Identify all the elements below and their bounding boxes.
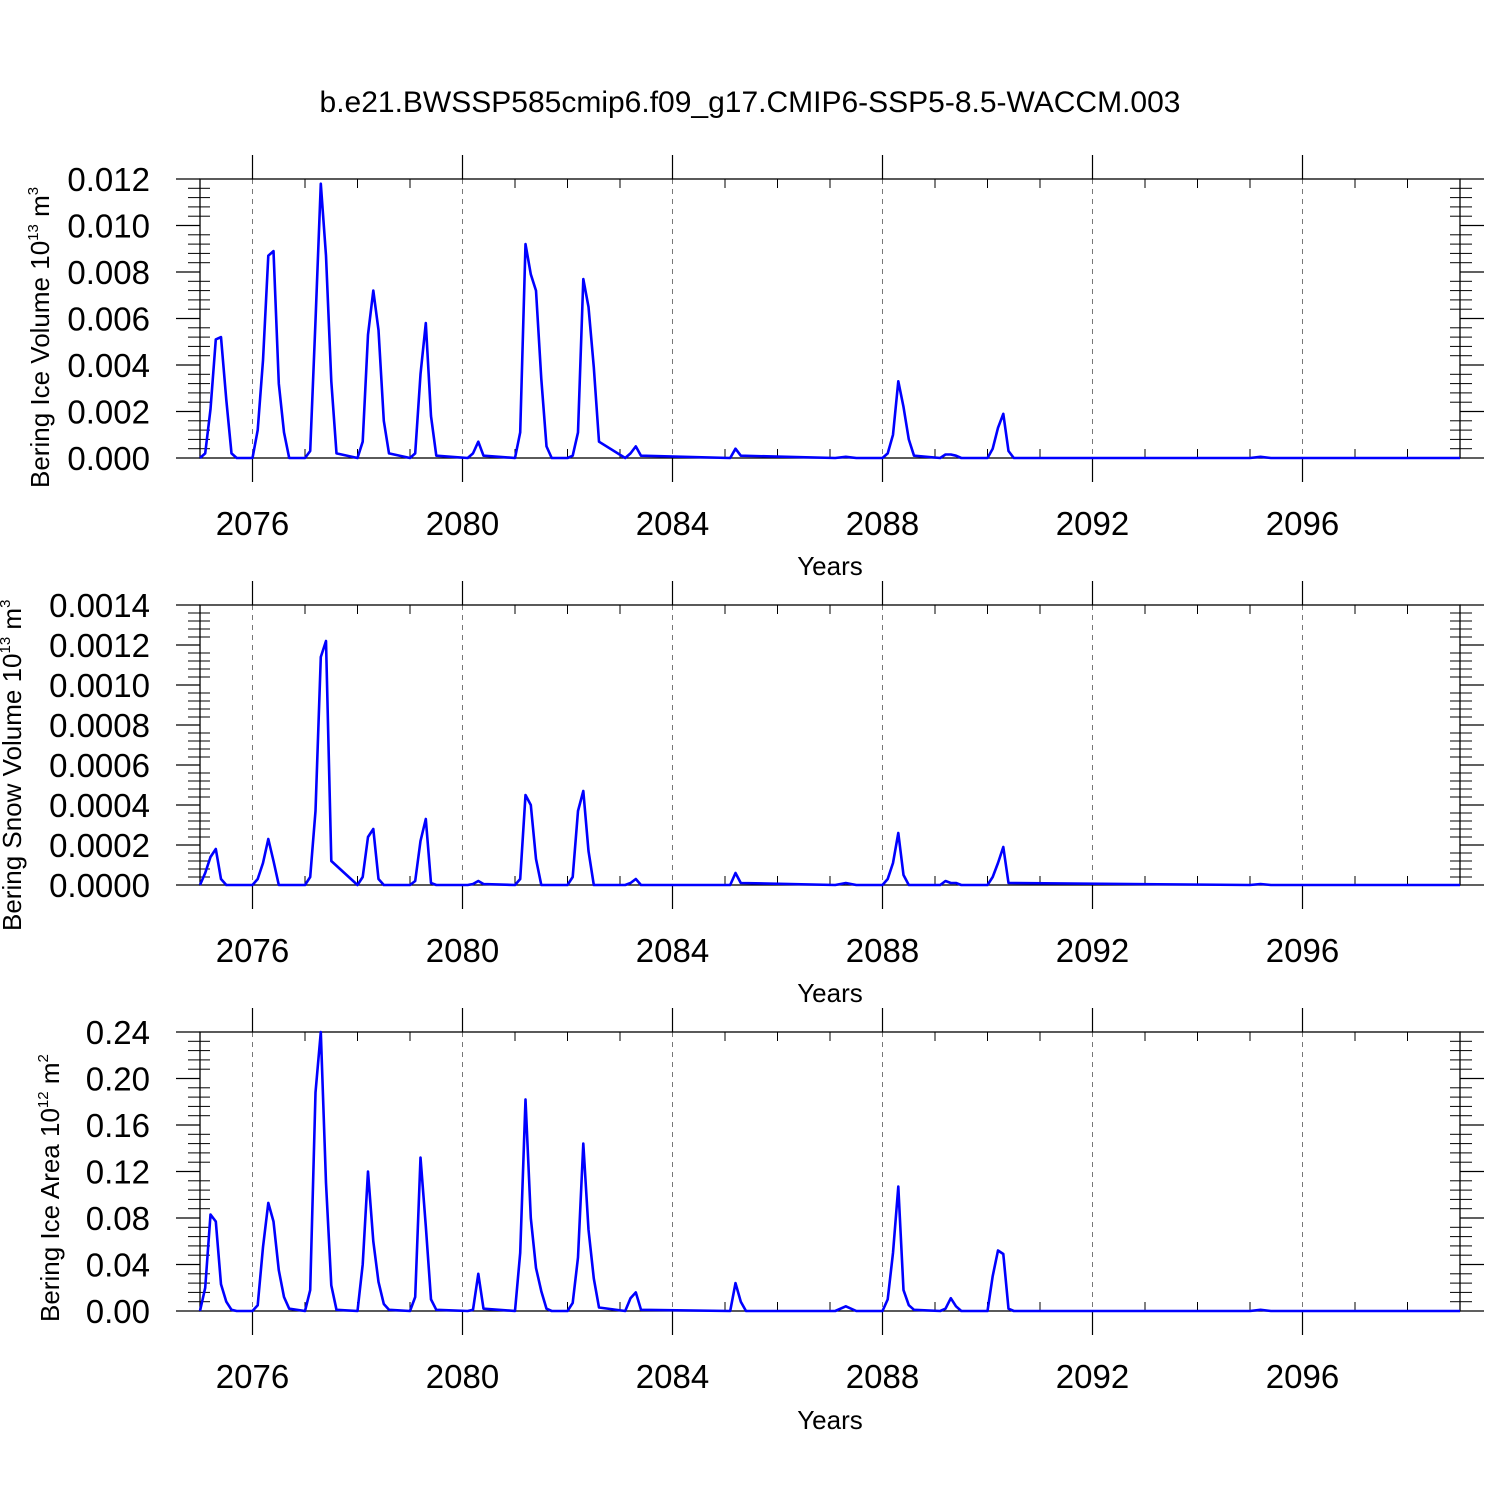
chart-title: b.e21.BWSSP585cmip6.f09_g17.CMIP6-SSP5-8… (319, 86, 1181, 119)
y-tick-label: 0.20 (86, 1061, 150, 1098)
x-tick-label: 2092 (1056, 1358, 1129, 1395)
y-tick-label: 0.00 (86, 1293, 150, 1330)
y-tick-label: 0.0000 (49, 867, 150, 904)
snow-volume-panel: 2076 2080 2084 2088 2092 2096 0.0000 0.0002 0.00… (0, 0, 1500, 1008)
x-tick-label: 2096 (1266, 932, 1339, 969)
x-tick-label: 2076 (216, 1358, 289, 1395)
x-tick-label: 2084 (636, 505, 709, 542)
ice-area-x-axis-title: Years (797, 1405, 863, 1435)
snow-volume-x-axis-title: Years (797, 978, 863, 1008)
x-tick-label: 2080 (426, 505, 499, 542)
series-line-0 (198, 1030, 1460, 1313)
y-axis-title-text: Bering Ice Area 10 (35, 1108, 65, 1322)
x-tick-label: 2092 (1056, 505, 1129, 542)
x-tick-label: 2096 (1266, 505, 1339, 542)
x-tick-label: 2092 (1056, 932, 1129, 969)
y-tick-label: 0.0006 (49, 747, 150, 784)
ice-area-y-axis-title: Bering Ice Area 1012 m2 (35, 1054, 65, 1322)
x-tick-label: 2088 (846, 932, 919, 969)
y-tick-label: 0.012 (67, 161, 150, 198)
series-line-0 (198, 639, 1460, 887)
y-tick-label: 0.0008 (49, 707, 150, 744)
ice-volume-panel: 2076 2080 2084 2088 2092 2096 0.000 0.002 0.004 0… (0, 0, 1500, 581)
y-tick-label: 0.0004 (49, 787, 150, 824)
y-tick-label: 0.006 (67, 301, 150, 338)
x-tick-label: 2080 (426, 932, 499, 969)
y-axis-title-unit: m (35, 1062, 65, 1092)
x-tick-label: 2088 (846, 1358, 919, 1395)
y-tick-label: 0.0012 (49, 627, 150, 664)
ice-volume-x-axis-title: Years (797, 551, 863, 581)
x-tick-label: 2076 (216, 932, 289, 969)
y-tick-label: 0.04 (86, 1247, 150, 1284)
y-tick-label: 0.0002 (49, 827, 150, 864)
plot-frame (199, 1031, 1461, 1312)
y-tick-label: 0.000 (67, 440, 150, 477)
y-tick-label: 0.16 (86, 1107, 150, 1144)
ice-area-plot: 2076 2080 2084 2088 2092 2096 0.00 0.04 0.08 0.12… (86, 1008, 1484, 1395)
x-tick-label: 2084 (636, 1358, 709, 1395)
y-tick-label: 0.0010 (49, 667, 150, 704)
series-line-0 (199, 182, 1460, 460)
y-tick-label: 0.08 (86, 1200, 150, 1237)
y-tick-label: 0.002 (67, 394, 150, 431)
x-tick-label: 2080 (426, 1358, 499, 1395)
y-tick-label: 0.008 (67, 254, 150, 291)
x-tick-label: 2096 (1266, 1358, 1339, 1395)
y-tick-label: 0.24 (86, 1014, 150, 1051)
y-axis-title-unit-exponent: 2 (35, 1054, 52, 1063)
snow-volume-plot: 2076 2080 2084 2088 2092 20960.00000.00020.00… (49, 581, 1484, 969)
y-tick-label: 0.0014 (49, 587, 150, 624)
ice-area-panel: 2076 2080 2084 2088 2092 2096 0.00 0.04 0.08 0.12… (0, 0, 1500, 1435)
y-tick-label: 0.010 (67, 208, 150, 245)
y-tick-label: 0.004 (67, 347, 150, 384)
y-axis-title-exponent: 12 (35, 1091, 52, 1109)
y-tick-label: 0.12 (86, 1154, 150, 1191)
x-tick-label: 2084 (636, 932, 709, 969)
x-tick-label: 2076 (216, 505, 289, 542)
x-tick-label: 2088 (846, 505, 919, 542)
ice-volume-plot: 2076 2080 2084 2088 2092 2096 0.000 0.002 0.004 0… (67, 155, 1484, 542)
